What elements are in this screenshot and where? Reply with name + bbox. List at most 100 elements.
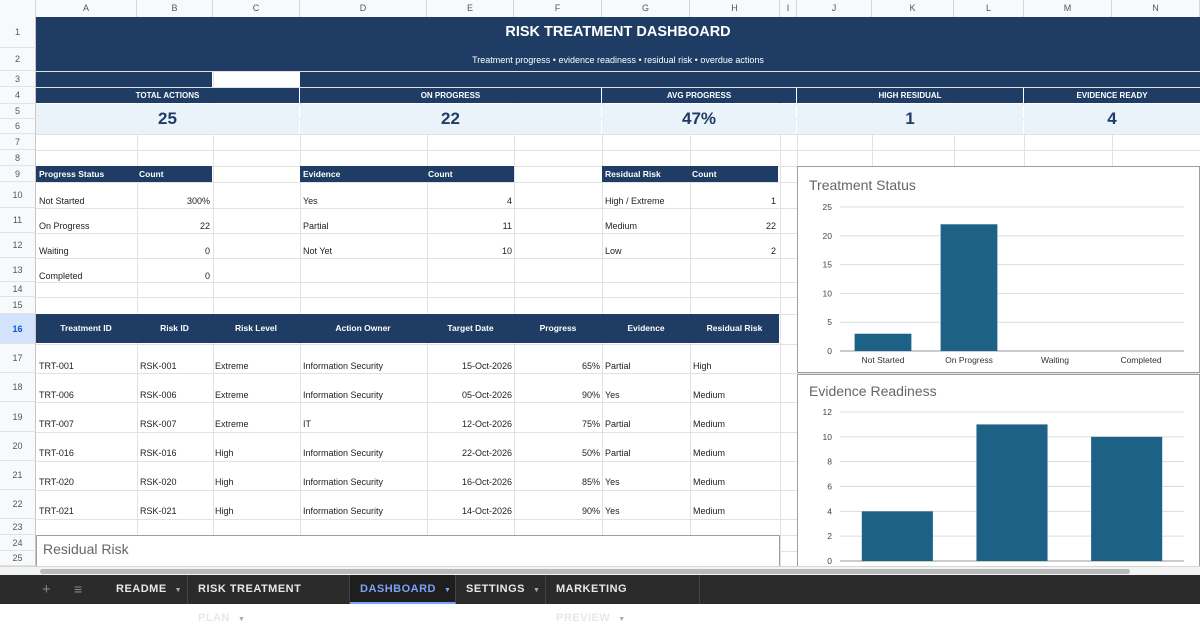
table-cell[interactable]: RSK-001 — [140, 361, 177, 371]
bar-on-progress[interactable] — [940, 224, 998, 351]
table-cell[interactable]: RSK-016 — [140, 448, 177, 458]
kpi-value-total[interactable]: 25 — [36, 104, 299, 134]
kpi-value-avg[interactable]: 47% — [602, 104, 796, 134]
select-all-corner[interactable] — [0, 0, 36, 17]
table-cell[interactable]: 22-Oct-2026 — [461, 448, 512, 458]
table-cell[interactable]: 14-Oct-2026 — [461, 506, 512, 516]
table-cell[interactable]: High — [215, 477, 234, 487]
bar-yes[interactable] — [861, 511, 933, 561]
residual-row-label[interactable]: Low — [605, 246, 622, 256]
row-header-14[interactable]: 14 — [0, 282, 36, 297]
row-header-24[interactable]: 24 — [0, 535, 36, 551]
table-cell[interactable]: 75% — [581, 419, 600, 429]
row-header-3[interactable]: 3 — [0, 71, 36, 87]
row-header-15[interactable]: 15 — [0, 297, 36, 314]
all-sheets-icon[interactable]: ≡ — [74, 581, 83, 597]
table-cell[interactable]: High — [215, 506, 234, 516]
table-cell[interactable]: Information Security — [303, 506, 384, 516]
kpi-value-evidence[interactable]: 4 — [1024, 104, 1200, 134]
row-header-16[interactable]: 16 — [0, 314, 36, 344]
chevron-down-icon[interactable]: ▼ — [444, 587, 452, 594]
column-header-i[interactable]: I — [780, 0, 797, 17]
table-cell[interactable]: Information Security — [303, 361, 384, 371]
row-header-8[interactable]: 8 — [0, 150, 36, 166]
row-header-6[interactable]: 6 — [0, 119, 36, 134]
table-cell[interactable]: Extreme — [215, 361, 249, 371]
progress-row-label[interactable]: Not Started — [39, 196, 85, 206]
table-cell[interactable]: TRT-016 — [39, 448, 74, 458]
table-cell[interactable]: 15-Oct-2026 — [461, 361, 512, 371]
table-cell[interactable]: TRT-001 — [39, 361, 74, 371]
row-header-10[interactable]: 10 — [0, 182, 36, 208]
row-header-25[interactable]: 25 — [0, 551, 36, 566]
sheet-tab-settings[interactable]: SETTINGS ▼ — [456, 575, 546, 604]
bar-not-yet[interactable] — [1091, 436, 1163, 561]
column-header-c[interactable]: C — [213, 0, 300, 17]
table-cell[interactable]: RSK-020 — [140, 477, 177, 487]
table-cell[interactable]: Yes — [605, 477, 620, 487]
residual-row-label[interactable]: High / Extreme — [605, 196, 665, 206]
table-cell[interactable]: IT — [303, 419, 311, 429]
evidence-row-label[interactable]: Yes — [303, 196, 318, 206]
table-cell[interactable]: RSK-006 — [140, 390, 177, 400]
column-header-j[interactable]: J — [797, 0, 872, 17]
bar-not-started[interactable] — [854, 333, 912, 351]
table-cell[interactable]: RSK-021 — [140, 506, 177, 516]
treatment-status-chart[interactable]: Treatment Status 0 5 10 15 20 25 Not Started On… — [797, 166, 1200, 373]
progress-row-label[interactable]: Completed — [39, 271, 83, 281]
column-header-f[interactable]: F — [514, 0, 602, 17]
table-cell[interactable]: TRT-020 — [39, 477, 74, 487]
column-header-a[interactable]: A — [36, 0, 137, 17]
row-header-22[interactable]: 22 — [0, 490, 36, 519]
table-cell[interactable]: Yes — [605, 390, 620, 400]
table-cell[interactable]: Medium — [693, 419, 726, 429]
row-header-2[interactable]: 2 — [0, 48, 36, 71]
row-header-4[interactable]: 4 — [0, 87, 36, 104]
progress-row-count[interactable]: 300% — [186, 196, 210, 206]
residual-row-count[interactable]: 22 — [765, 221, 776, 231]
sheet-tab-dashboard[interactable]: DASHBOARD ▼ — [350, 575, 456, 604]
row-header-23[interactable]: 23 — [0, 519, 36, 535]
table-cell[interactable]: Partial — [605, 419, 631, 429]
progress-row-count[interactable]: 0 — [204, 246, 210, 256]
residual-row-count[interactable]: 2 — [770, 246, 776, 256]
column-header-l[interactable]: L — [954, 0, 1024, 17]
evidence-row-count[interactable]: 10 — [501, 246, 512, 256]
row-header-11[interactable]: 11 — [0, 208, 36, 233]
kpi-value-high-residual[interactable]: 1 — [797, 104, 1023, 134]
table-cell[interactable]: 90% — [581, 506, 600, 516]
row-header-21[interactable]: 21 — [0, 461, 36, 490]
table-cell[interactable]: Information Security — [303, 448, 384, 458]
progress-row-label[interactable]: Waiting — [39, 246, 69, 256]
table-cell[interactable]: TRT-006 — [39, 390, 74, 400]
table-cell[interactable]: 85% — [581, 477, 600, 487]
table-cell[interactable]: High — [215, 448, 234, 458]
add-sheet-icon[interactable]: + — [42, 581, 51, 598]
table-cell[interactable]: 50% — [581, 448, 600, 458]
row-header-20[interactable]: 20 — [0, 432, 36, 461]
table-cell[interactable]: 16-Oct-2026 — [461, 477, 512, 487]
residual-row-label[interactable]: Medium — [605, 221, 638, 231]
residual-risk-chart[interactable]: Residual Risk — [36, 535, 780, 569]
column-header-g[interactable]: G — [602, 0, 690, 17]
column-header-h[interactable]: H — [690, 0, 780, 17]
chevron-down-icon[interactable]: ▼ — [237, 616, 246, 623]
table-cell[interactable]: Extreme — [215, 390, 249, 400]
chevron-down-icon[interactable]: ▼ — [618, 616, 626, 623]
evidence-row-label[interactable]: Not Yet — [303, 246, 333, 256]
kpi-value-progress[interactable]: 22 — [300, 104, 601, 134]
row-header-7[interactable]: 7 — [0, 134, 36, 150]
table-cell[interactable]: Medium — [693, 477, 726, 487]
progress-row-count[interactable]: 22 — [199, 221, 210, 231]
table-cell[interactable]: 90% — [581, 390, 600, 400]
column-header-m[interactable]: M — [1024, 0, 1112, 17]
table-cell[interactable]: 05-Oct-2026 — [461, 390, 512, 400]
evidence-row-count[interactable]: 4 — [506, 196, 512, 206]
sheet-tab-marketing-preview[interactable]: MARKETING PREVIEW ▼ — [546, 575, 700, 624]
table-cell[interactable]: Medium — [693, 390, 726, 400]
table-cell[interactable]: 65% — [581, 361, 600, 371]
table-cell[interactable]: Medium — [693, 448, 726, 458]
column-header-k[interactable]: K — [872, 0, 954, 17]
table-cell[interactable]: High — [693, 361, 712, 371]
row-header-19[interactable]: 19 — [0, 402, 36, 432]
